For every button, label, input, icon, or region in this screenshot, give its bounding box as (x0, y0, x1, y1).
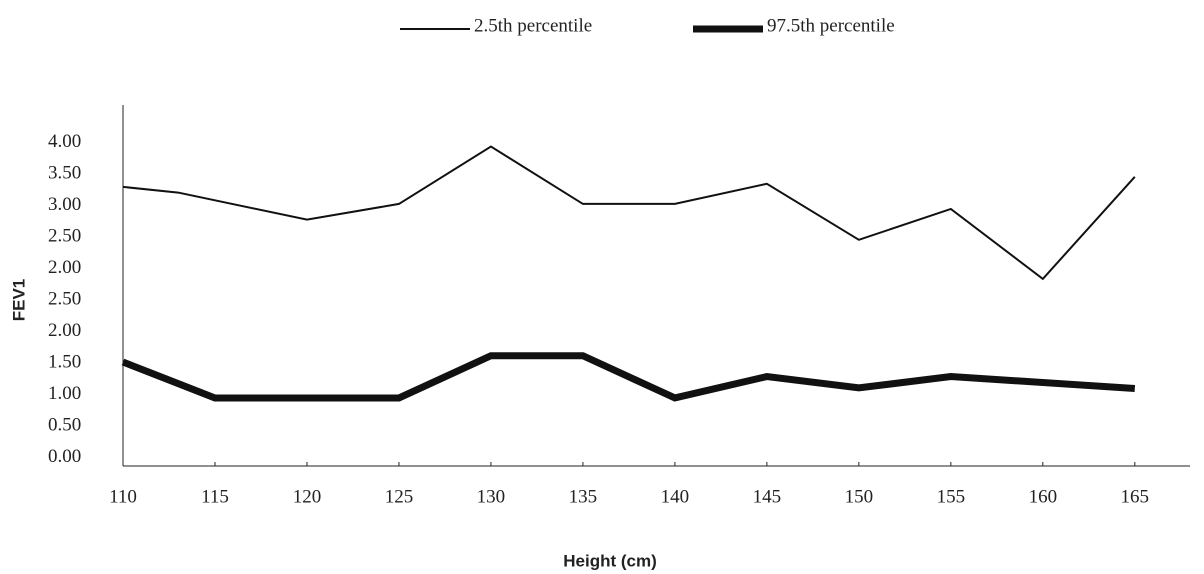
x-tick-label: 135 (569, 486, 598, 507)
y-tick-label: 3.50 (48, 163, 81, 184)
y-tick-label: 2.00 (48, 320, 81, 341)
x-tick-label: 160 (1029, 486, 1058, 507)
legend-label: 97.5th percentile (767, 15, 895, 36)
y-tick-label: 0.00 (48, 446, 81, 467)
y-tick-label: 0.50 (48, 415, 81, 436)
x-tick-label: 125 (385, 486, 414, 507)
line-series (121, 352, 1136, 402)
y-tick-label: 2.50 (48, 226, 81, 247)
y-tick-label: 1.00 (48, 383, 81, 404)
x-tick-label: 155 (937, 486, 966, 507)
y-tick-label: 1.50 (48, 352, 81, 373)
x-tick-label: 115 (201, 486, 229, 507)
y-tick-label: 2.50 (48, 289, 81, 310)
x-tick-label: 120 (293, 486, 322, 507)
x-tick-label: 150 (845, 486, 874, 507)
x-tick-label: 110 (109, 486, 137, 507)
x-tick-label: 145 (753, 486, 782, 507)
y-tick-label: 4.00 (48, 131, 81, 152)
x-tick-label: 130 (477, 486, 506, 507)
x-tick-label: 165 (1121, 486, 1150, 507)
x-tick-label: 140 (661, 486, 690, 507)
legend-label: 2.5th percentile (474, 15, 592, 36)
y-tick-label: 3.00 (48, 194, 81, 215)
y-axis-label: FEV1 (9, 279, 28, 322)
line-series (122, 145, 1136, 281)
y-tick-label: 2.00 (48, 257, 81, 278)
x-axis-label: Height (cm) (563, 551, 657, 570)
